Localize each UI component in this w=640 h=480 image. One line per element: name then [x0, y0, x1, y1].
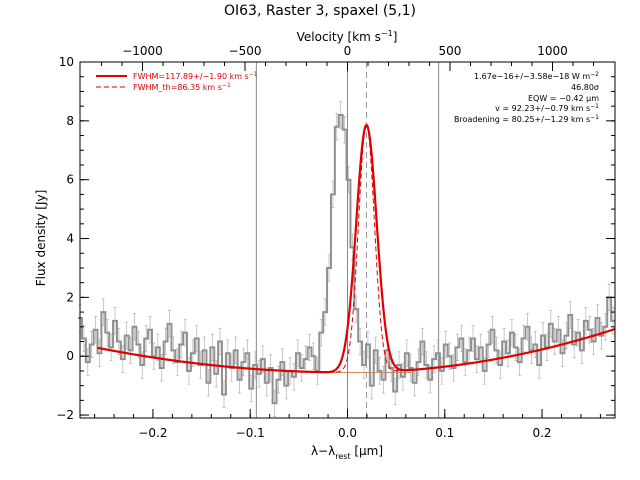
legend: FWHM=117.89+/−1.90 km s−1 FWHM_th=86.35 …: [96, 71, 258, 92]
annotation-broadening: Broadening = 80.25+/−1.29 km s−1: [454, 114, 599, 124]
y-tick-label: −2: [56, 408, 74, 422]
annotation-sigma: 46.80σ: [571, 83, 599, 92]
x-axis-label: λ−λrest [μm]: [311, 444, 383, 461]
chart-title: OI63, Raster 3, spaxel (5,1): [224, 3, 416, 19]
legend-entry-thermal: FWHM_th=86.35 km s−1: [133, 82, 231, 92]
gaussian-component-layer: [318, 124, 411, 373]
y-tick-label: 8: [66, 114, 74, 128]
fit-annotations: 1.67e−16+/−3.58e−18 W m−2 46.80σ EQW = −…: [454, 71, 599, 124]
fit-curve: [97, 123, 616, 374]
y-axis-label: Flux density [Jy]: [34, 190, 48, 287]
y-tick-label: 2: [66, 290, 74, 304]
y-tick-label: 10: [59, 55, 74, 69]
x-tick-label: −0.2: [138, 426, 167, 440]
top-tick-label: −1000: [122, 44, 163, 58]
top-tick-label: 500: [439, 44, 462, 58]
top-tick-label: 1000: [537, 44, 568, 58]
legend-entry-fit: FWHM=117.89+/−1.90 km s−1: [133, 71, 258, 81]
data-series-layer: [78, 101, 615, 417]
top-tick-label: 0: [344, 44, 352, 58]
x-tick-label: 0.0: [338, 426, 357, 440]
y-tick-label: 0: [66, 349, 74, 363]
axes-layer: −0.2 −0.1 0.0 0.1 0.2 −2 0 2 4 6 8 10 −1000 −500 0 500 1…: [56, 44, 616, 440]
y-tick-label: 6: [66, 173, 74, 187]
annotation-velocity: v = 92.23+/−0.79 km s−1: [495, 103, 599, 113]
top-tick-label: −500: [229, 44, 262, 58]
annotation-eqw: EQW = −0.42 μm: [528, 94, 599, 103]
annotation-flux: 1.67e−16+/−3.58e−18 W m−2: [474, 71, 599, 81]
data-histogram: [78, 113, 615, 405]
fit-layer: [97, 123, 616, 374]
x-tick-label: 0.1: [435, 426, 454, 440]
x-tick-label: 0.2: [532, 426, 551, 440]
x-tick-label: −0.1: [236, 426, 265, 440]
top-axis-label: Velocity [km s−1]: [297, 29, 398, 44]
y-tick-label: 4: [66, 232, 74, 246]
gaussian-component-curve: [318, 124, 411, 373]
